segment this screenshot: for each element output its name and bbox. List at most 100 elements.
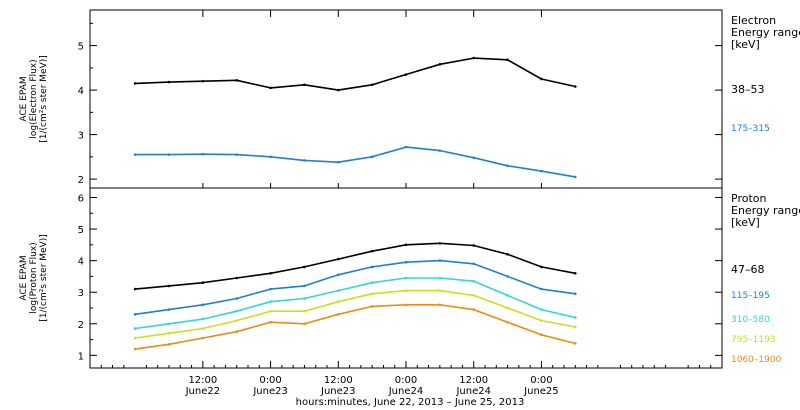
- data-point: [167, 331, 171, 335]
- data-point: [303, 322, 306, 326]
- data-point: [438, 303, 442, 307]
- y-tick-label: 3: [78, 288, 84, 299]
- legend-entry: 38–53: [731, 83, 765, 96]
- data-point: [336, 300, 340, 303]
- legend-title-line: [keV]: [731, 38, 760, 51]
- data-point: [506, 320, 509, 324]
- data-point: [235, 309, 239, 313]
- data-point: [303, 159, 306, 162]
- y-axis-label-line: ACE EPAM: [19, 255, 29, 300]
- data-point: [133, 153, 137, 156]
- data-point: [201, 317, 205, 321]
- y-tick-label: 5: [78, 225, 84, 236]
- y-tick-label: 4: [78, 86, 84, 97]
- data-point: [370, 155, 374, 159]
- panel-electron: 2 3 4 5 ACE EPAMlog(Electron Flux)[1/(cm²s s…: [19, 9, 800, 189]
- data-point: [404, 73, 408, 76]
- x-tick-date: June24: [455, 386, 491, 397]
- x-tick-date: June23: [320, 386, 356, 397]
- legend-entry: 310–580: [731, 315, 770, 325]
- data-point: [336, 289, 340, 292]
- data-point: [269, 300, 272, 303]
- y-axis-label-line: log(Proton Flux): [29, 242, 39, 313]
- data-point: [235, 276, 239, 280]
- data-point: [235, 79, 239, 82]
- data-point: [573, 85, 577, 88]
- data-point: [438, 62, 442, 66]
- data-point: [167, 80, 171, 84]
- data-point: [438, 259, 442, 262]
- x-tick-time: 12:00: [459, 375, 488, 386]
- data-point: [303, 83, 306, 87]
- x-tick-date: June25: [523, 386, 559, 397]
- data-point: [336, 313, 340, 316]
- data-point: [438, 276, 442, 280]
- data-point: [472, 262, 476, 266]
- data-point: [404, 289, 408, 292]
- data-point: [404, 276, 408, 280]
- data-point: [235, 330, 239, 333]
- y-axis-label-line: [1/(cm²s ster MeV)]: [39, 55, 49, 142]
- data-point: [336, 88, 340, 92]
- y-axis-label-line: log(Electron Flux): [29, 59, 39, 138]
- x-tick-time: 12:00: [324, 375, 353, 386]
- data-point: [201, 152, 205, 156]
- data-point: [167, 153, 171, 156]
- x-tick-time: 0:00: [530, 375, 552, 386]
- data-point: [472, 156, 476, 160]
- data-point: [269, 309, 272, 313]
- legend-title-line: Energy range: [731, 204, 800, 217]
- data-point: [269, 86, 272, 90]
- data-point: [370, 265, 374, 269]
- data-point: [201, 336, 205, 340]
- data-point: [540, 308, 543, 311]
- legend-title-line: Energy range: [731, 26, 800, 39]
- data-point: [472, 308, 476, 311]
- data-point: [370, 292, 374, 296]
- data-point: [370, 305, 374, 308]
- x-tick-time: 12:00: [188, 375, 217, 386]
- data-point: [370, 83, 374, 87]
- series-line-1: [135, 57, 576, 91]
- data-point: [472, 294, 476, 297]
- data-point: [573, 342, 577, 345]
- legend-title-line: Electron: [731, 14, 776, 27]
- data-point: [201, 327, 205, 330]
- data-point: [573, 175, 577, 179]
- legend-title-line: [keV]: [731, 216, 760, 229]
- data-point: [540, 333, 543, 337]
- data-point: [506, 294, 509, 297]
- data-point: [235, 297, 239, 300]
- data-point: [472, 244, 476, 247]
- y-tick-label: 1: [78, 351, 84, 362]
- data-point: [167, 322, 171, 326]
- data-point: [540, 77, 543, 81]
- legend-entry: 47–68: [731, 263, 765, 276]
- data-point: [133, 82, 137, 85]
- data-point: [438, 149, 442, 152]
- data-point: [303, 284, 306, 288]
- data-point: [303, 265, 306, 269]
- data-point: [336, 160, 340, 164]
- data-point: [167, 343, 171, 346]
- data-point: [540, 287, 543, 291]
- data-point: [201, 281, 205, 285]
- data-point: [438, 289, 442, 292]
- data-point: [404, 260, 408, 264]
- data-point: [167, 308, 171, 311]
- y-tick-label: 6: [78, 193, 84, 204]
- data-point: [133, 347, 137, 351]
- data-point: [573, 325, 577, 329]
- data-point: [269, 271, 272, 275]
- data-point: [303, 309, 306, 313]
- x-tick-date: June24: [388, 386, 424, 397]
- y-tick-label: 3: [78, 131, 84, 142]
- x-axis-label: hours:minutes, June 22, 2013 – June 25, …: [296, 397, 525, 408]
- data-point: [235, 319, 239, 322]
- data-point: [573, 292, 577, 296]
- y-axis-label: ACE EPAMlog(Proton Flux)[1/(cm²s ster Me…: [19, 234, 49, 321]
- data-point: [472, 279, 476, 283]
- data-point: [370, 281, 374, 285]
